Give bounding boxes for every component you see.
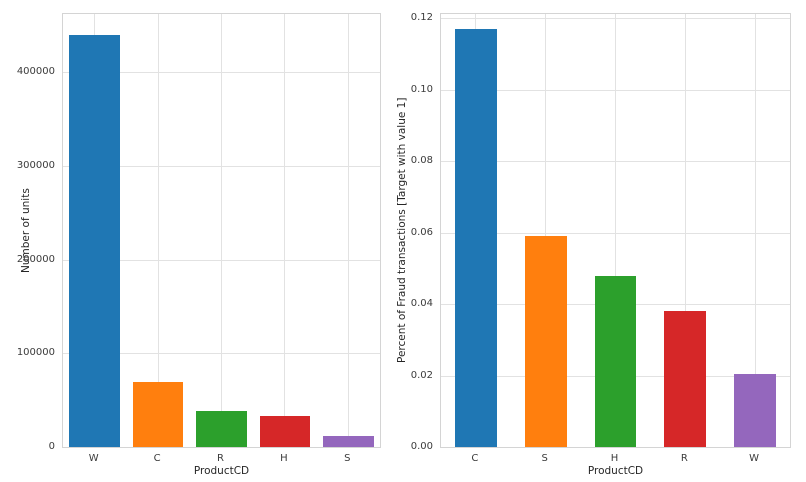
y-tick-label: 0.04 — [410, 298, 433, 310]
y-tick-label: 0.02 — [410, 369, 433, 381]
y-tick-label: 0.00 — [410, 441, 433, 452]
x-tick-label: W — [749, 453, 760, 464]
v-gridline — [754, 14, 756, 447]
v-gridline — [684, 14, 686, 447]
bar-R — [664, 311, 707, 447]
v-gridline — [545, 14, 547, 447]
bar-S — [524, 236, 567, 447]
y-tick-label: 0.12 — [410, 12, 433, 24]
bar-W — [734, 373, 777, 447]
bar-R — [196, 411, 247, 447]
bar-C — [132, 382, 184, 447]
x-tick-label: H — [610, 453, 619, 464]
v-gridline — [284, 14, 286, 447]
plot-area — [440, 13, 791, 448]
x-tick-label: R — [217, 453, 224, 464]
x-tick-label: H — [280, 453, 288, 464]
y-tick-label: 0.08 — [410, 155, 433, 167]
fraud-percent-per-productcd-chart: Percent of Fraud transactions [Target wi… — [390, 0, 806, 482]
bar-S — [322, 435, 374, 447]
v-gridline — [157, 14, 159, 447]
bar-H — [594, 275, 637, 447]
x-tick-label: R — [680, 453, 688, 464]
plot-area — [62, 13, 381, 448]
x-tick-label: W — [88, 453, 99, 464]
v-gridline — [615, 14, 616, 447]
x-axis-label: ProductCD — [587, 465, 644, 477]
y-tick-label: 400000 — [16, 66, 55, 78]
x-tick-label: S — [344, 453, 351, 464]
y-tick-label: 0 — [48, 441, 55, 452]
bar-C — [454, 29, 497, 447]
y-tick-label: 0.06 — [410, 226, 433, 238]
x-axis-label: ProductCD — [193, 465, 250, 477]
y-tick-label: 100000 — [16, 347, 55, 359]
y-tick-label: 200000 — [16, 253, 55, 265]
x-tick-label: S — [541, 453, 548, 464]
units-per-productcd-chart: Number of units ProductCD 0 100000 200000 3… — [0, 0, 390, 482]
x-tick-label: C — [471, 453, 479, 464]
y-axis-label: Number of units — [20, 188, 32, 273]
bar-H — [259, 416, 311, 447]
y-tick-label: 0.10 — [410, 83, 433, 95]
v-gridline — [221, 14, 222, 447]
y-tick-label: 300000 — [16, 159, 55, 171]
bar-W — [69, 34, 121, 447]
v-gridline — [347, 14, 349, 447]
x-tick-label: C — [153, 453, 161, 464]
